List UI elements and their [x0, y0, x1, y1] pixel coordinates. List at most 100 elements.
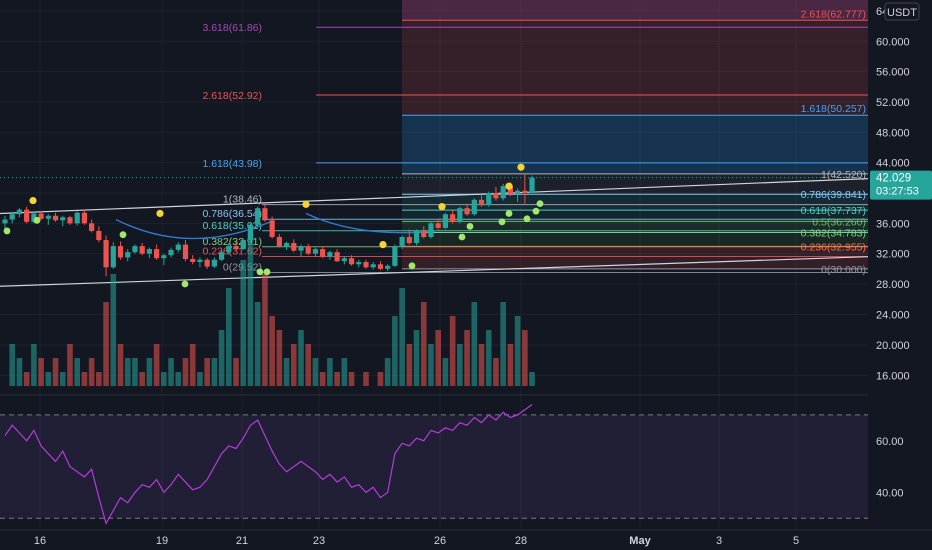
volume-bar	[117, 344, 124, 386]
fib-right-label: 0.236(32.955)	[801, 241, 866, 253]
candle-body	[276, 236, 282, 247]
fib-zone-red	[402, 0, 868, 116]
volume-bar	[413, 330, 420, 386]
volume-bar	[435, 330, 441, 386]
candle-body	[471, 199, 477, 215]
signal-dot-green	[3, 227, 11, 235]
volume-bar	[341, 358, 348, 386]
signal-dot-green	[466, 222, 474, 230]
fib-right-extension-label: 1.618(50.257)	[801, 103, 866, 115]
candle-body	[67, 217, 73, 224]
candle-body	[74, 212, 80, 224]
volume-bar	[471, 302, 478, 386]
candle-body	[421, 230, 427, 237]
volume-bar	[363, 372, 369, 386]
fib-zone	[402, 210, 868, 222]
volume-bar	[88, 358, 95, 386]
plot-area: 1(38.46) 0.786(36.54)0.618(35.02) 0.382(32…	[0, 0, 868, 530]
candle-body	[428, 223, 434, 237]
candle-body	[435, 223, 441, 228]
price-axis[interactable]: 64.00060.00056.00052.00048.00044.00040.0…	[868, 0, 932, 550]
signal-dot-yellow	[29, 196, 37, 205]
volume-bar	[529, 372, 535, 386]
time-tick-label: 3	[716, 535, 722, 547]
currency-badge[interactable]	[884, 2, 920, 21]
candle-body	[377, 264, 384, 269]
fib-zone	[402, 194, 868, 211]
candle-body	[117, 246, 124, 258]
volume-bar	[514, 316, 521, 386]
price-tick-label: 48.000	[876, 127, 910, 139]
volume-bar	[204, 358, 210, 386]
candle-body	[219, 252, 225, 260]
volume-bar	[175, 372, 182, 386]
signal-dot-green	[408, 262, 416, 270]
candle-body	[283, 243, 290, 247]
fib-left-label: 0.618(35.02)	[202, 220, 262, 232]
time-tick-label: 19	[156, 535, 168, 547]
volume-bar	[457, 344, 463, 386]
volume-bar	[226, 288, 232, 386]
volume-bar	[442, 358, 449, 386]
volume-bar	[392, 316, 398, 386]
volume-bar	[522, 330, 528, 386]
volume-bar	[269, 316, 275, 386]
fib-zone	[402, 246, 868, 269]
volume-bar	[428, 344, 434, 386]
signal-dot-green	[119, 231, 127, 239]
volume-bar	[45, 372, 52, 386]
candle-body	[522, 190, 528, 193]
cup-curve-right	[305, 212, 437, 234]
fib-right-label: 1(42.520)	[821, 169, 866, 181]
channel-upper-line	[0, 177, 868, 215]
volume-bar	[146, 358, 153, 386]
candle-body	[312, 249, 319, 254]
volume-bar	[218, 330, 225, 386]
candle-body	[507, 186, 513, 194]
candle-body	[146, 249, 152, 254]
volume-bar	[377, 372, 384, 386]
volume-bar	[464, 330, 470, 386]
candle-body	[262, 208, 268, 221]
volume-bar	[52, 358, 59, 386]
candle-body	[190, 258, 196, 263]
volume-bar	[182, 358, 189, 386]
candle-body	[31, 213, 37, 222]
time-tick-label: 16	[34, 535, 46, 547]
time-axis[interactable]: 16 19 21 23 26 28 May 3 5	[0, 529, 932, 547]
volume-bar	[240, 260, 247, 386]
signal-dot-green	[33, 216, 41, 224]
volume-bar	[189, 344, 196, 386]
fib-left-extension-label: 1.618(43.98)	[202, 158, 262, 170]
candle-body	[60, 217, 66, 221]
candle-body	[457, 208, 463, 222]
volume-bar	[103, 302, 109, 386]
time-tick-label: 28	[515, 535, 527, 547]
candle-body	[305, 246, 311, 254]
candle-body	[515, 190, 521, 194]
signal-dot-green	[498, 218, 506, 226]
volume-bar	[16, 358, 23, 386]
fib-right-label: 0.382(34.783)	[801, 228, 866, 240]
price-tick-label: 28.000	[876, 279, 910, 291]
volume-bar	[161, 372, 167, 386]
volume-bar	[233, 358, 239, 386]
candle-body	[125, 252, 131, 258]
volume-bar	[153, 344, 160, 386]
signal-dot-yellow	[156, 209, 164, 218]
volume-bar	[327, 358, 333, 386]
volume-bar	[319, 372, 326, 386]
fib-right-label: 0.786(39.841)	[801, 189, 866, 201]
signal-dot-green	[505, 210, 513, 217]
axis-background	[868, 0, 932, 550]
price-tick-label: 52.000	[876, 97, 910, 109]
fib-left-extension-label: 3.618(61.86)	[202, 22, 262, 34]
candle-body	[406, 236, 412, 244]
volume-bar	[254, 302, 261, 386]
candle-body	[240, 240, 246, 250]
candle-body	[529, 177, 535, 193]
candle-body	[341, 258, 347, 262]
candle-body	[269, 220, 275, 237]
fib-right-label: 0.5(36.260)	[812, 216, 866, 228]
